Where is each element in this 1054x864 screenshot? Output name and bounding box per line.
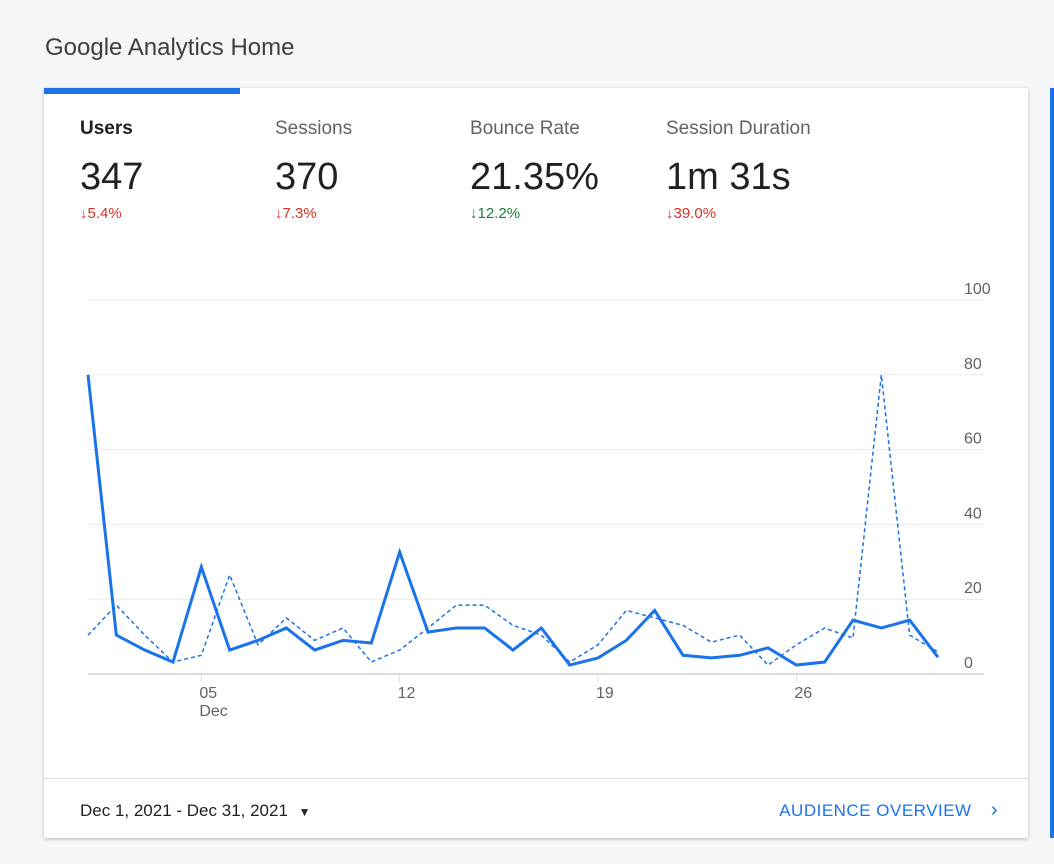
y-tick-label: 80 xyxy=(964,356,982,373)
metric-tab-users[interactable]: Users 347 ↓5.4% xyxy=(80,118,270,222)
metric-label: Bounce Rate xyxy=(470,118,580,139)
metric-value: 21.35% xyxy=(470,156,599,198)
audience-overview-link[interactable]: AUDIENCE OVERVIEW › xyxy=(779,799,998,822)
metric-delta: ↓12.2% xyxy=(470,205,660,222)
delta-value: 5.4% xyxy=(87,205,122,222)
arrow-down-icon: ↓ xyxy=(80,205,88,222)
delta-value: 7.3% xyxy=(282,205,317,222)
y-tick-label: 0 xyxy=(964,655,973,672)
x-tick-label: 12 xyxy=(398,685,416,702)
date-range-selector[interactable]: Dec 1, 2021 - Dec 31, 2021 ▼ xyxy=(80,801,311,821)
metric-tab-session-duration[interactable]: Session Duration 1m 31s ↓39.0% xyxy=(666,118,856,222)
metric-tab-sessions[interactable]: Sessions 370 ↓7.3% xyxy=(275,118,465,222)
audience-overview-label: AUDIENCE OVERVIEW xyxy=(779,801,972,820)
y-tick-label: 40 xyxy=(964,505,982,522)
metric-value: 1m 31s xyxy=(666,156,791,198)
users-line xyxy=(86,374,940,667)
delta-value: 12.2% xyxy=(477,205,521,222)
metric-value: 347 xyxy=(80,156,144,198)
metric-tab-bounce-rate[interactable]: Bounce Rate 21.35% ↓12.2% xyxy=(470,118,660,222)
x-tick-label: 19 xyxy=(596,685,614,702)
date-range-label: Dec 1, 2021 - Dec 31, 2021 xyxy=(80,801,288,820)
arrow-down-icon: ↓ xyxy=(275,205,283,222)
delta-value: 39.0% xyxy=(673,205,717,222)
y-tick-label: 20 xyxy=(964,580,982,597)
x-tick-label: 26 xyxy=(794,685,812,702)
metric-delta: ↓39.0% xyxy=(666,205,856,222)
metric-label: Users xyxy=(80,118,133,139)
dropdown-caret-icon: ▼ xyxy=(298,805,311,819)
arrow-down-icon: ↓ xyxy=(470,205,478,222)
metric-delta: ↓7.3% xyxy=(275,205,465,222)
metric-delta: ↓5.4% xyxy=(80,205,270,222)
card-footer: Dec 1, 2021 - Dec 31, 2021 ▼ AUDIENCE OV… xyxy=(44,778,1028,839)
metric-label: Session Duration xyxy=(666,118,811,139)
y-tick-label: 60 xyxy=(964,431,982,448)
analytics-card: Users 347 ↓5.4% Sessions 370 ↓7.3% Bounc… xyxy=(44,88,1028,838)
chevron-right-icon: › xyxy=(990,799,998,821)
x-tick-label: 05 xyxy=(199,685,217,702)
arrow-down-icon: ↓ xyxy=(666,205,674,222)
previous-period-line xyxy=(87,374,939,667)
next-card-edge xyxy=(1050,88,1054,838)
active-tab-indicator xyxy=(44,88,240,94)
metric-value: 370 xyxy=(275,156,339,198)
y-tick-label: 100 xyxy=(964,281,991,298)
page-title: Google Analytics Home xyxy=(45,34,295,61)
x-tick-sublabel: Dec xyxy=(199,703,227,720)
metric-label: Sessions xyxy=(275,118,353,139)
